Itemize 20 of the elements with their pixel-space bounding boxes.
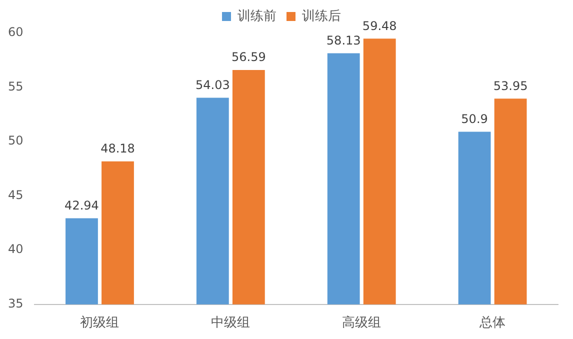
x-tick-label: 中级组 — [211, 316, 250, 331]
data-label: 54.03 — [195, 78, 230, 92]
y-tick-label: 45 — [8, 188, 24, 202]
x-tick-label: 高级组 — [342, 314, 382, 331]
y-tick-label: 50 — [8, 134, 24, 148]
y-tick-label: 55 — [8, 79, 24, 94]
x-tick-label: 总体 — [478, 316, 506, 331]
data-label: 50.9 — [461, 112, 488, 126]
y-tick-label: 40 — [8, 242, 24, 256]
legend-label: 训练后 — [302, 8, 341, 24]
data-label: 59.48 — [362, 18, 397, 33]
data-label: 48.18 — [100, 141, 135, 156]
data-label: 42.94 — [64, 198, 99, 212]
data-label: 56.59 — [231, 50, 266, 64]
y-tick-label: 60 — [8, 25, 24, 40]
y-tick-label: 35 — [8, 296, 24, 311]
data-label: 53.95 — [493, 78, 528, 93]
data-label: 58.13 — [326, 33, 361, 48]
legend-label: 训练前 — [238, 8, 276, 24]
x-tick-label: 初级组 — [80, 316, 120, 331]
